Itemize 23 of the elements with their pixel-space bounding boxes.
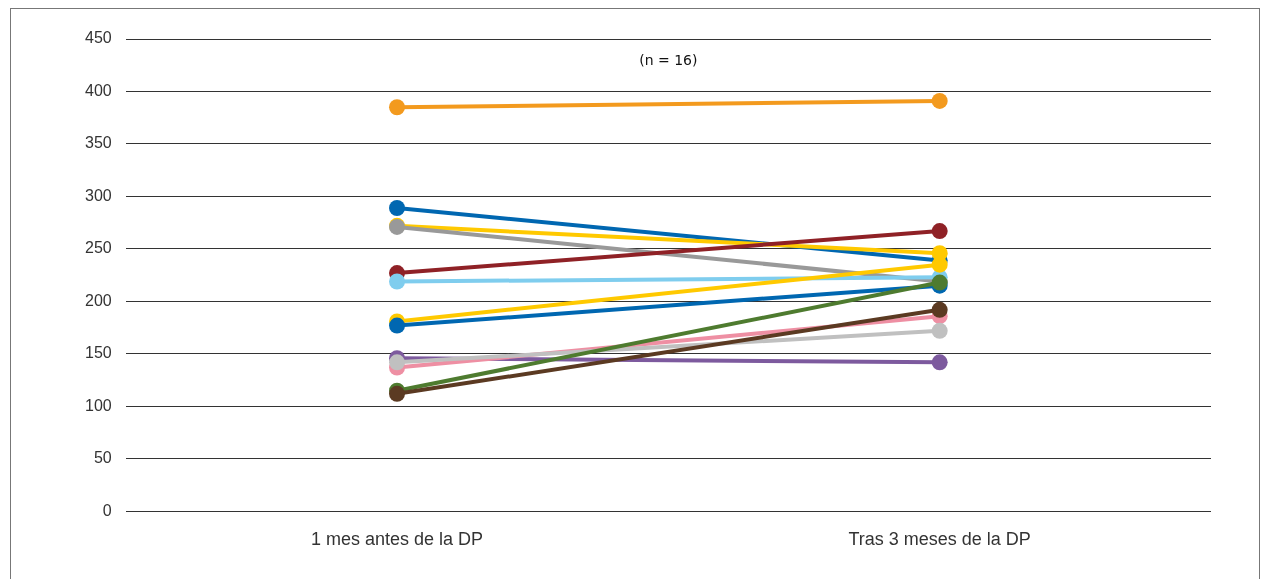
point [389,317,406,334]
point [931,322,948,339]
y-tick-label: 300 [84,186,112,204]
point [931,223,948,240]
y-tick-label: 400 [84,81,112,99]
y-tick-label: 150 [84,344,112,362]
annotation: (n = 16) [639,51,698,68]
x-tick-label: 1 mes antes de la DP [310,529,484,550]
y-tick-label: 450 [84,29,112,47]
y-tick-label: 200 [84,291,112,309]
point [389,99,406,116]
y-tick-label: 50 [93,449,112,467]
y-tick-label: 250 [84,239,112,257]
point [931,301,948,318]
point [389,273,406,290]
point [931,354,948,371]
point [389,354,406,371]
y-tick-label: 350 [84,134,112,152]
x-tick-label: Tras 3 meses de la DP [848,529,1031,550]
y-tick-label: 0 [102,501,112,519]
y-tick-label: 100 [84,396,112,414]
point [931,92,948,109]
point [389,200,406,217]
